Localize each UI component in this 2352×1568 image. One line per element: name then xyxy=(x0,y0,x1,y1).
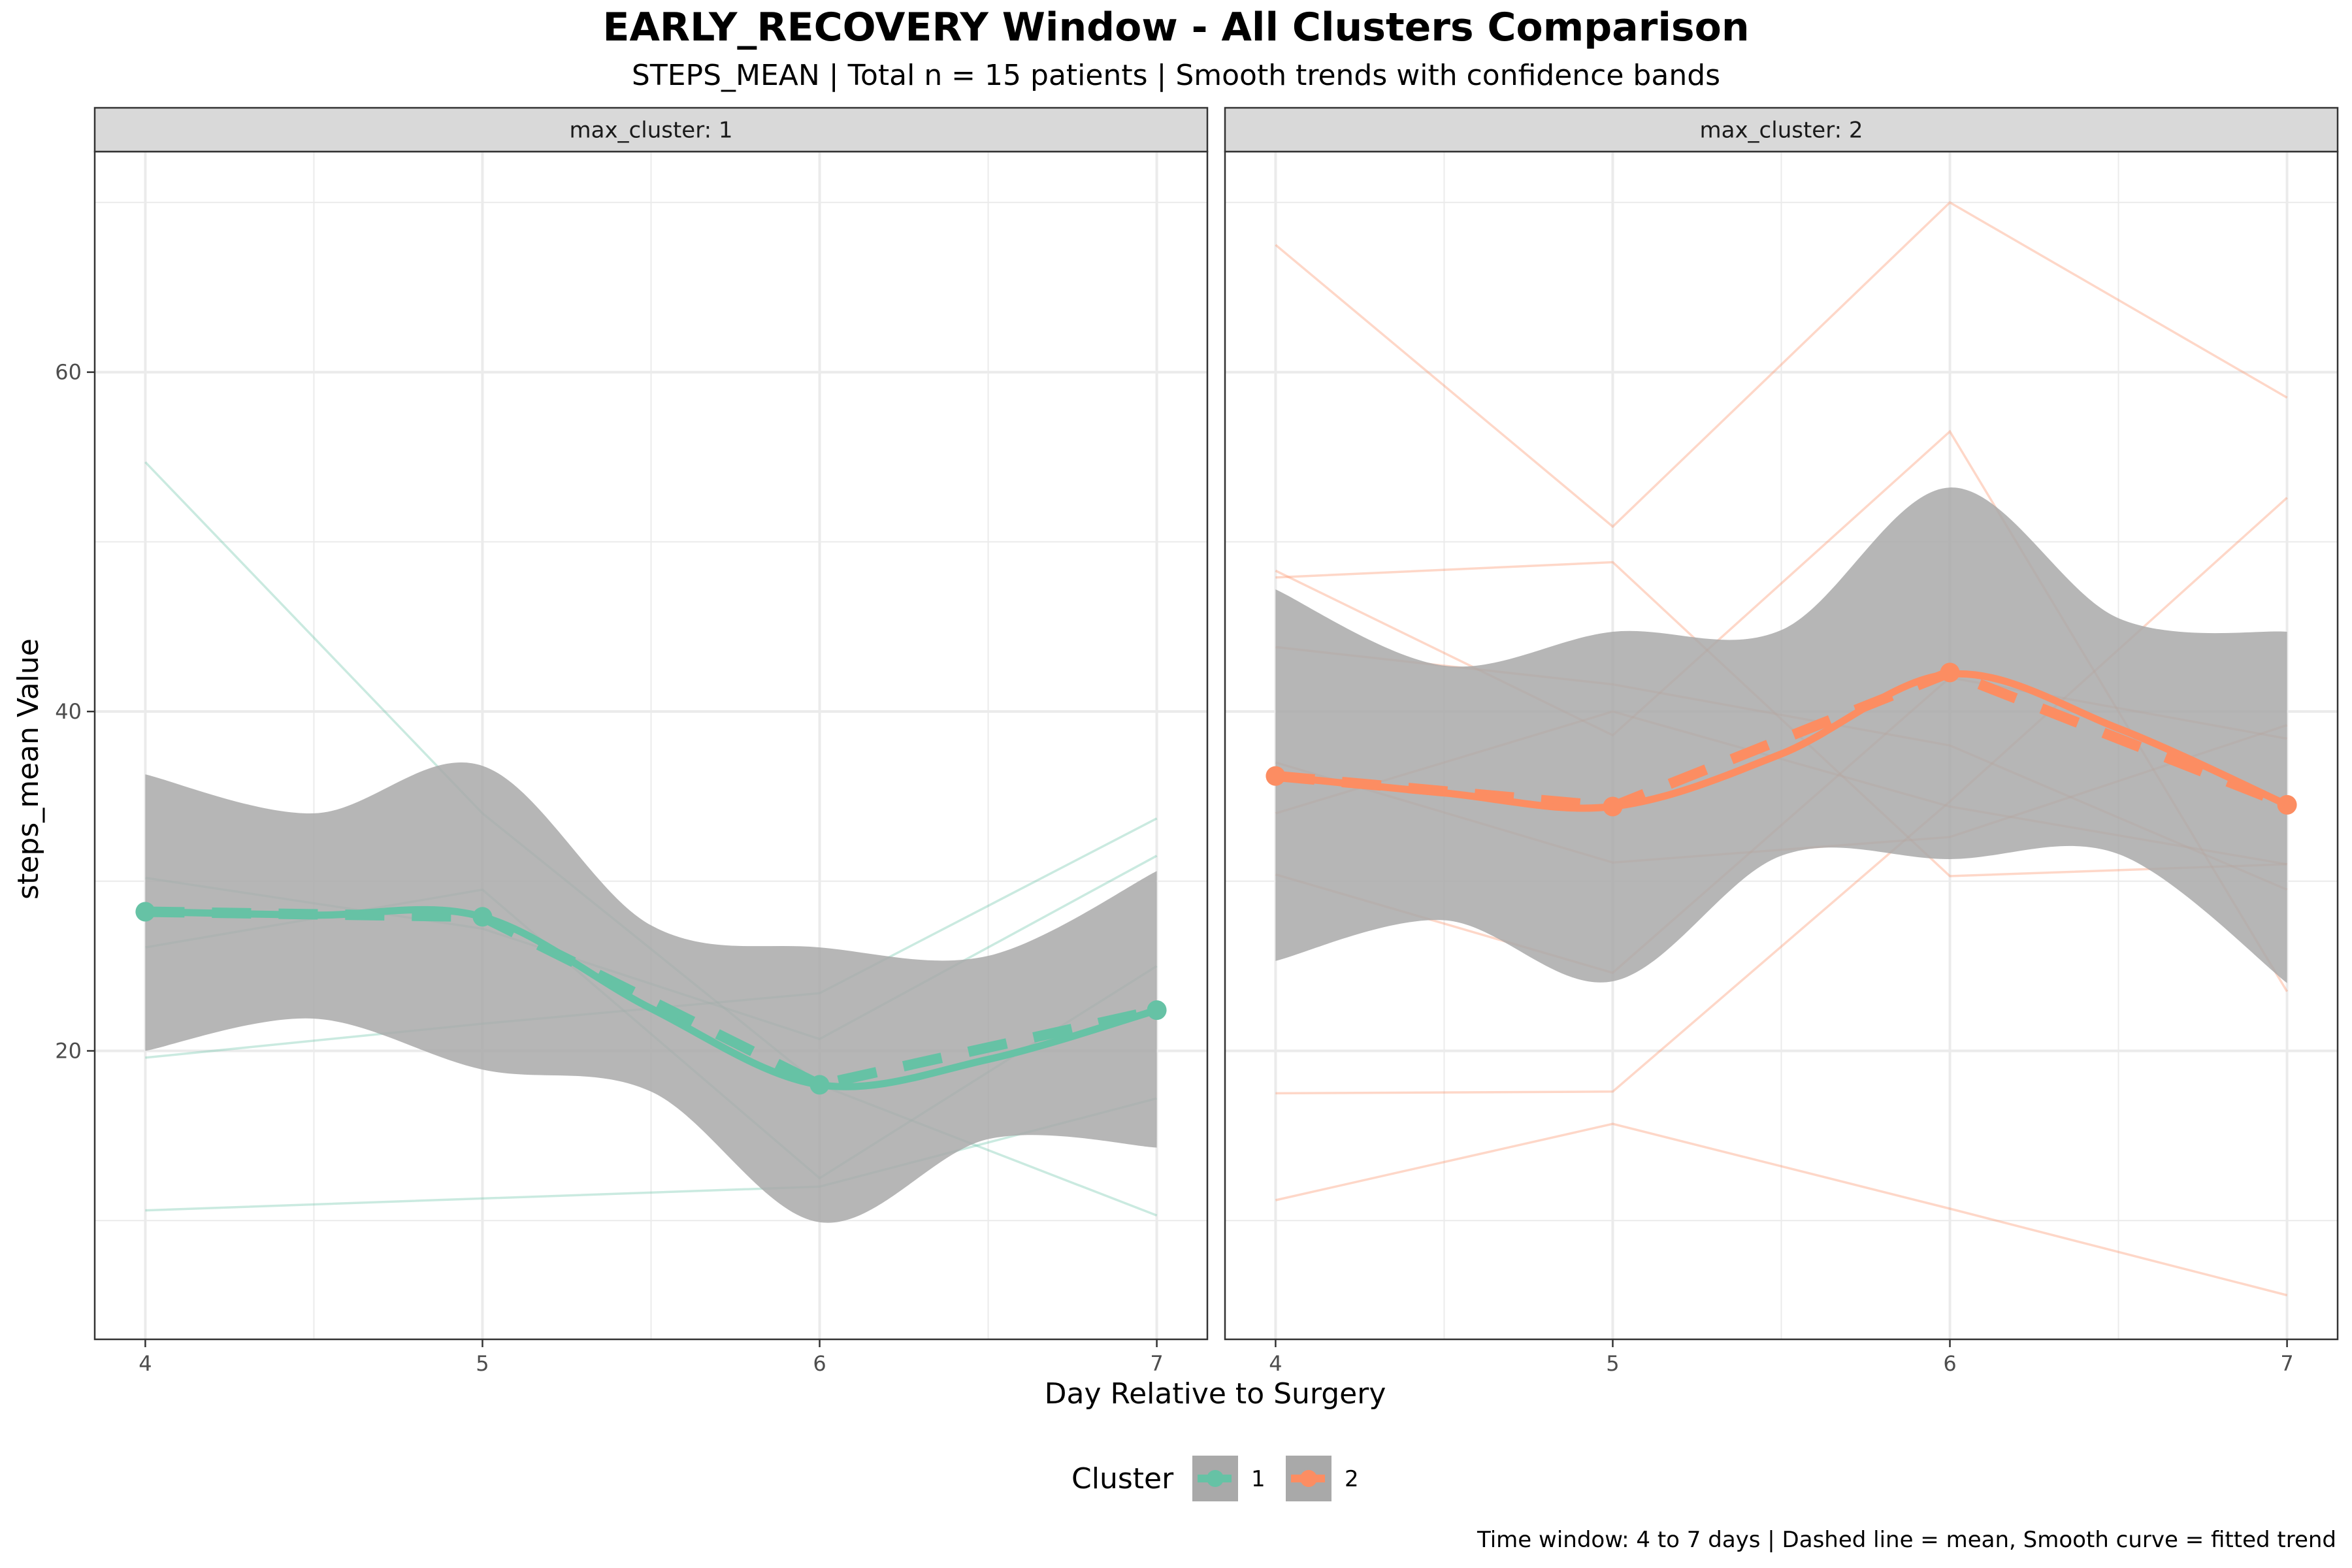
mean-points xyxy=(1266,662,2297,817)
mean-point xyxy=(1147,1000,1167,1021)
x-tick-label: 7 xyxy=(2280,1351,2293,1376)
confidence-band xyxy=(1275,487,2287,983)
facet-strip xyxy=(1224,106,2339,153)
chart-caption: Time window: 4 to 7 days | Dashed line =… xyxy=(1477,1527,2336,1553)
legend-label: 1 xyxy=(1251,1466,1266,1492)
x-tick-label: 4 xyxy=(139,1351,152,1376)
facet-strip-label: max_cluster: 2 xyxy=(1699,118,1863,144)
smooth-trend-line xyxy=(141,906,1161,1090)
y-axis-title: steps_mean Value xyxy=(12,638,45,900)
facet-strip-label: max_cluster: 1 xyxy=(569,118,732,144)
mean-point xyxy=(472,907,493,927)
mean-point xyxy=(135,902,155,922)
smooth-trend-line xyxy=(1271,670,2291,812)
confidence-band xyxy=(145,762,1157,1223)
mean-point xyxy=(2277,794,2297,815)
mean-points xyxy=(135,902,1167,1095)
x-tick-label: 5 xyxy=(1606,1351,1619,1376)
legend-item-2: 2 xyxy=(1286,1456,1359,1501)
facet-panel-1: max_cluster: 1 4 5 6 7 20 40 60 xyxy=(55,106,1209,1376)
legend-title: Cluster xyxy=(1071,1462,1174,1495)
legend-key-point xyxy=(1207,1470,1224,1487)
patient-line-3 xyxy=(145,1097,1158,1212)
x-tick-label: 5 xyxy=(476,1351,489,1376)
patient-line-1 xyxy=(1275,201,2288,529)
legend: Cluster 1 2 xyxy=(1071,1456,1359,1501)
mean-point xyxy=(1266,766,1286,786)
chart-subtitle: STEPS_MEAN | Total n = 15 patients | Smo… xyxy=(632,59,1720,92)
y-tick-label: 60 xyxy=(55,360,82,385)
x-tick-label: 6 xyxy=(1943,1351,1956,1376)
mean-point xyxy=(809,1075,830,1095)
facet-strip xyxy=(93,106,1209,153)
mean-point xyxy=(1603,796,1623,817)
legend-key-point xyxy=(1300,1470,1317,1487)
mean-point xyxy=(1940,662,1960,683)
x-tick-label: 7 xyxy=(1150,1351,1163,1376)
x-axis-title: Day Relative to Surgery xyxy=(1045,1377,1386,1411)
x-tick-label: 6 xyxy=(813,1351,826,1376)
y-tick-label: 40 xyxy=(55,699,82,724)
facet-panels: max_cluster: 1 4 5 6 7 20 40 60 max_cluster: 2 4 5… xyxy=(55,106,2339,1376)
patient-line-5 xyxy=(1275,1122,2288,1297)
y-tick-label: 20 xyxy=(55,1038,82,1063)
legend-label: 2 xyxy=(1345,1466,1359,1492)
chart-title: EARLY_RECOVERY Window - All Clusters Com… xyxy=(602,5,1749,50)
legend-item-1: 1 xyxy=(1192,1456,1266,1501)
x-tick-label: 4 xyxy=(1269,1351,1282,1376)
facet-panel-2: max_cluster: 2 4 5 6 7 xyxy=(1224,106,2339,1376)
